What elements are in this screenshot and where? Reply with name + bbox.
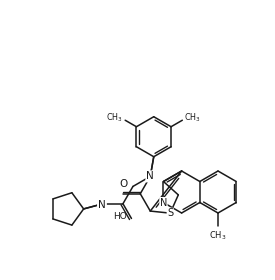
Text: CH$_3$: CH$_3$ [209, 230, 227, 242]
Text: N: N [146, 171, 154, 181]
Text: O: O [119, 179, 127, 189]
Text: HO: HO [113, 212, 127, 221]
Text: CH$_3$: CH$_3$ [184, 112, 201, 125]
Text: S: S [167, 208, 173, 218]
Text: N: N [160, 197, 167, 207]
Text: N: N [98, 200, 106, 210]
Text: CH$_3$: CH$_3$ [106, 112, 123, 125]
